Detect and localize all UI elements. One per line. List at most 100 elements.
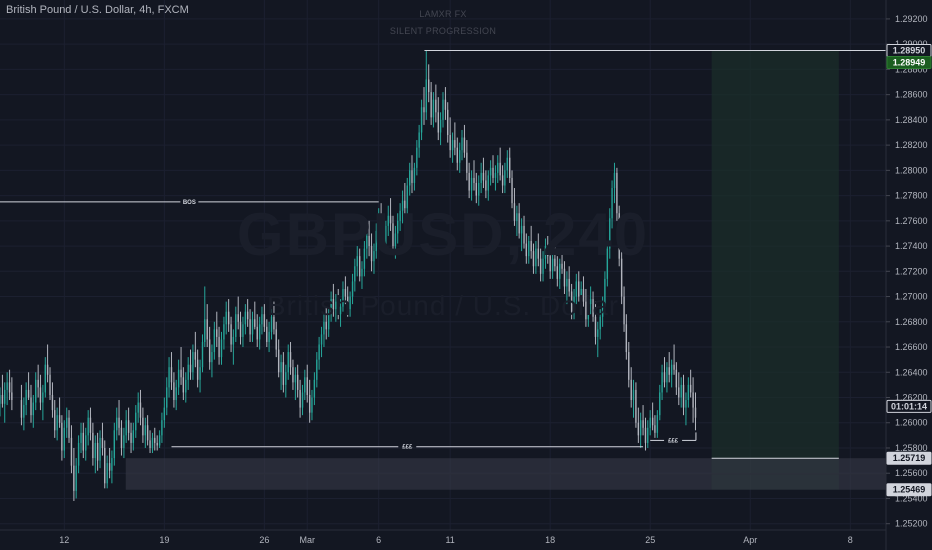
candle-body bbox=[37, 379, 39, 388]
candle-body bbox=[346, 296, 349, 310]
price-tick-label: 1.27200 bbox=[895, 266, 928, 276]
candle-body bbox=[104, 447, 106, 484]
candle-body bbox=[575, 281, 578, 297]
time-tick-label: 11 bbox=[445, 535, 454, 545]
candle-body bbox=[25, 389, 27, 406]
candle-body bbox=[235, 314, 237, 337]
candle-body bbox=[42, 392, 44, 403]
candle-body bbox=[685, 400, 687, 408]
candle-body bbox=[499, 162, 501, 176]
candle-body bbox=[227, 311, 230, 325]
candle-body bbox=[578, 281, 580, 297]
candle-body bbox=[597, 329, 599, 337]
candle-body bbox=[404, 200, 406, 209]
candle-body bbox=[411, 170, 413, 183]
candle-body bbox=[99, 437, 101, 461]
candle-body bbox=[292, 367, 294, 383]
candle-body bbox=[239, 321, 242, 337]
candle-body bbox=[182, 377, 185, 393]
candle-body bbox=[623, 296, 625, 325]
candle-body bbox=[409, 170, 411, 186]
candle-body bbox=[468, 172, 470, 191]
price-tick-label: 1.28200 bbox=[895, 140, 928, 150]
time-tick-label: 18 bbox=[545, 535, 555, 545]
price-tick-label: 1.26400 bbox=[895, 367, 928, 377]
candle-body bbox=[473, 177, 475, 183]
candle-body bbox=[35, 379, 37, 403]
candle-body bbox=[339, 306, 342, 315]
candle-body bbox=[668, 367, 670, 375]
candle-body bbox=[366, 235, 368, 249]
candle-body bbox=[270, 316, 273, 332]
candle-body bbox=[582, 288, 585, 302]
candle-body bbox=[675, 369, 678, 388]
annotation-0-label: BOS bbox=[183, 200, 196, 206]
candle-body bbox=[482, 172, 485, 181]
candle-body bbox=[418, 132, 420, 148]
candle-body bbox=[189, 364, 192, 373]
candle-body bbox=[161, 420, 163, 436]
candle-body bbox=[523, 225, 525, 244]
candle-body bbox=[511, 177, 513, 204]
candle-body bbox=[61, 422, 63, 451]
price-tag-3: 1.25719 bbox=[886, 451, 932, 465]
candle-body bbox=[673, 364, 675, 370]
candle-body bbox=[485, 180, 487, 191]
candle-body bbox=[166, 387, 168, 408]
candle-body bbox=[475, 182, 477, 196]
candle-body bbox=[456, 147, 458, 163]
candle-body bbox=[137, 402, 139, 413]
author-watermark: LAMXR FX bbox=[419, 9, 467, 19]
candle-body bbox=[175, 387, 177, 401]
price-tick-label: 1.28000 bbox=[895, 165, 928, 175]
zones bbox=[125, 50, 887, 490]
candle-body bbox=[327, 314, 330, 330]
candle-body bbox=[196, 359, 199, 380]
price-tick-label: 1.25400 bbox=[895, 493, 928, 503]
candle-body bbox=[680, 384, 682, 398]
candle-body bbox=[275, 329, 277, 350]
candle-body bbox=[544, 246, 547, 259]
candle-body bbox=[437, 112, 439, 133]
price-axis[interactable]: 1.292001.290001.288001.286001.284001.282… bbox=[885, 0, 932, 550]
candle-body bbox=[232, 336, 235, 345]
candle-body bbox=[170, 367, 173, 383]
candle-body bbox=[280, 362, 282, 373]
candle-body bbox=[620, 258, 623, 297]
candle-body bbox=[594, 316, 597, 337]
price-tag-4: 1.25469 bbox=[886, 483, 932, 497]
candle-body bbox=[125, 420, 127, 436]
candle-body bbox=[273, 316, 275, 330]
price-tick-label: 1.26200 bbox=[895, 393, 928, 403]
candle-body bbox=[535, 248, 537, 267]
candle-body bbox=[639, 420, 642, 436]
candle-body bbox=[256, 326, 258, 340]
candle-body bbox=[68, 417, 70, 438]
candle-body bbox=[492, 167, 494, 178]
time-axis[interactable]: 12 19 26 Mar 6 11 18 25 Apr 8 bbox=[0, 529, 886, 545]
candle-body bbox=[504, 170, 506, 186]
candle-body bbox=[306, 377, 308, 395]
candle-body bbox=[144, 425, 147, 436]
candle-body bbox=[118, 417, 120, 428]
candle-body bbox=[466, 152, 468, 173]
target-zone bbox=[711, 50, 839, 490]
candle-body bbox=[304, 377, 306, 393]
candle-body bbox=[444, 99, 447, 110]
candle-body bbox=[561, 263, 563, 269]
candle-body bbox=[6, 382, 8, 390]
candle-body bbox=[85, 435, 87, 451]
candle-body bbox=[599, 316, 601, 330]
symbol-title[interactable]: British Pound / U.S. Dollar, 4h, FXCM bbox=[6, 4, 189, 16]
candle-body bbox=[49, 374, 51, 395]
candle-body bbox=[656, 415, 659, 433]
candle-body bbox=[142, 417, 144, 436]
price-tick-label: 1.25600 bbox=[895, 468, 928, 478]
candle-body bbox=[201, 341, 204, 368]
candle-body bbox=[208, 339, 211, 363]
time-tick-label: 8 bbox=[848, 535, 853, 545]
candle-body bbox=[63, 427, 66, 451]
candle-body bbox=[635, 389, 637, 423]
candle-body bbox=[199, 367, 201, 380]
